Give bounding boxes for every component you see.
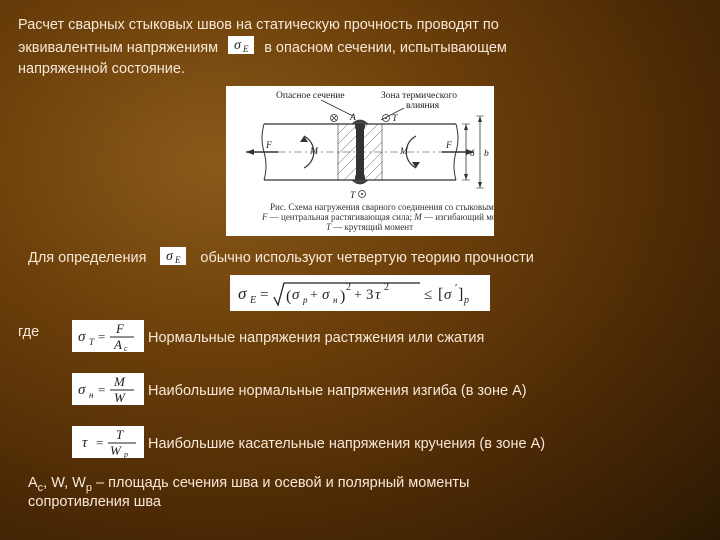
definitions-block: где σ T = F A c Нормальные напряжения ра… — [18, 320, 702, 471]
svg-text:σ: σ — [238, 284, 247, 303]
def-sym-sigma-t: σ T = F A c — [68, 320, 148, 357]
diag-M-left: M — [309, 147, 319, 157]
svg-text:F: F — [115, 321, 125, 336]
svg-text:E: E — [249, 295, 256, 306]
svg-text:σ: σ — [78, 329, 86, 345]
main-formula: σ E = ( σ p + σ н ) 2 + 3 τ 2 ≤ [ σ ′ ] … — [18, 275, 702, 316]
svg-text:M: M — [113, 374, 126, 389]
fn-a: A — [28, 475, 38, 491]
def-row: τ = T W p Наибольшие касательные напряже… — [68, 426, 702, 463]
svg-text:p: p — [123, 450, 128, 458]
svg-text:p: p — [302, 295, 308, 305]
svg-text:c: c — [124, 344, 128, 352]
intro-paragraph: Расчет сварных стыковых швов на статичес… — [18, 16, 702, 80]
svg-text:W: W — [114, 390, 126, 405]
diag-label-zona2: влияния — [406, 101, 440, 111]
def-text-2: Наибольшие нормальные напряжения изгиба … — [148, 383, 527, 399]
fn-d: сопротивления шва — [28, 494, 161, 510]
gde-label: где — [18, 320, 68, 471]
svg-text:σ: σ — [444, 287, 452, 303]
fn-b: , W, W — [43, 475, 86, 491]
svg-text:E: E — [174, 255, 181, 265]
intro-line2b: в опасном сечении, испытывающем — [264, 40, 507, 56]
def-row: σ T = F A c Нормальные напряжения растяж… — [68, 320, 702, 357]
intro-line1: Расчет сварных стыковых швов на статичес… — [18, 17, 499, 33]
svg-text:н: н — [333, 295, 338, 305]
diag-caption1: Рис. Схема нагружения сварного соединени… — [270, 202, 494, 212]
svg-text:[: [ — [438, 286, 443, 303]
intro-line2a: эквивалентным напряжениям — [18, 40, 218, 56]
sigma-e-inline-2: σ E — [160, 247, 186, 269]
diag-caption2: F — центральная растягивающая сила; M — … — [261, 212, 494, 222]
svg-text:T: T — [116, 427, 124, 442]
svg-text:=: = — [96, 435, 103, 450]
svg-text:2: 2 — [384, 282, 389, 293]
para2-b: обычно используют четвертую теорию прочн… — [200, 250, 533, 266]
def-row: σ н = M W Наибольшие нормальные напряжен… — [68, 373, 702, 410]
svg-text:3: 3 — [366, 287, 374, 303]
svg-text:н: н — [89, 390, 94, 400]
svg-text:σ: σ — [292, 287, 300, 303]
diag-label-A: A — [349, 113, 356, 123]
diag-caption3: T — крутящий момент — [326, 222, 413, 232]
def-text-3: Наибольшие касательные напряжения кручен… — [148, 436, 545, 452]
diag-b: b — [484, 149, 489, 159]
footnote: Ac, W, Wp – площадь сечения шва и осевой… — [28, 475, 702, 510]
svg-text:τ: τ — [375, 287, 381, 303]
para2-a: Для определения — [28, 250, 146, 266]
weld-diagram: Опасное сечение Зона термического влияни… — [226, 86, 494, 236]
svg-text:=: = — [260, 287, 268, 303]
svg-text:τ: τ — [82, 435, 88, 451]
diag-F-right: F — [445, 141, 452, 151]
svg-text:=: = — [98, 382, 105, 397]
svg-text:σ: σ — [234, 38, 242, 53]
def-sym-sigma-n: σ н = M W — [68, 373, 148, 410]
svg-text:+: + — [310, 288, 318, 303]
diag-delta: δ — [470, 149, 475, 159]
diag-label-T-top: T — [392, 114, 398, 124]
svg-text:σ: σ — [166, 249, 174, 264]
diag-label-zona: Зона термического — [381, 91, 457, 101]
diag-M-right: M — [399, 147, 409, 157]
svg-text:+: + — [354, 288, 362, 303]
svg-text:(: ( — [286, 288, 291, 305]
svg-text:W: W — [110, 443, 122, 458]
diag-F-left: F — [265, 141, 272, 151]
svg-text:σ: σ — [78, 382, 86, 398]
svg-text:=: = — [98, 329, 105, 344]
svg-text:A: A — [113, 337, 122, 352]
para-definition: Для определения σ E обычно используют че… — [28, 247, 702, 269]
svg-text:σ: σ — [322, 287, 330, 303]
svg-text:p: p — [463, 295, 469, 306]
svg-text:≤: ≤ — [424, 287, 432, 303]
diag-label-T-bot: T — [350, 191, 356, 201]
def-text-1: Нормальные напряжения растяжения или сжа… — [148, 330, 484, 346]
sigma-e-inline-1: σ E — [228, 36, 254, 61]
intro-line3: напряженной состояние. — [18, 61, 185, 77]
def-sym-tau: τ = T W p — [68, 426, 148, 463]
diagram-container: Опасное сечение Зона термического влияни… — [18, 86, 702, 241]
fn-c: – площадь сечения шва и осевой и полярны… — [92, 475, 469, 491]
diag-label-opas: Опасное сечение — [276, 91, 345, 101]
svg-text:E: E — [242, 44, 249, 54]
svg-text:]: ] — [458, 286, 463, 303]
svg-text:): ) — [340, 288, 345, 305]
svg-text:2: 2 — [346, 282, 351, 293]
